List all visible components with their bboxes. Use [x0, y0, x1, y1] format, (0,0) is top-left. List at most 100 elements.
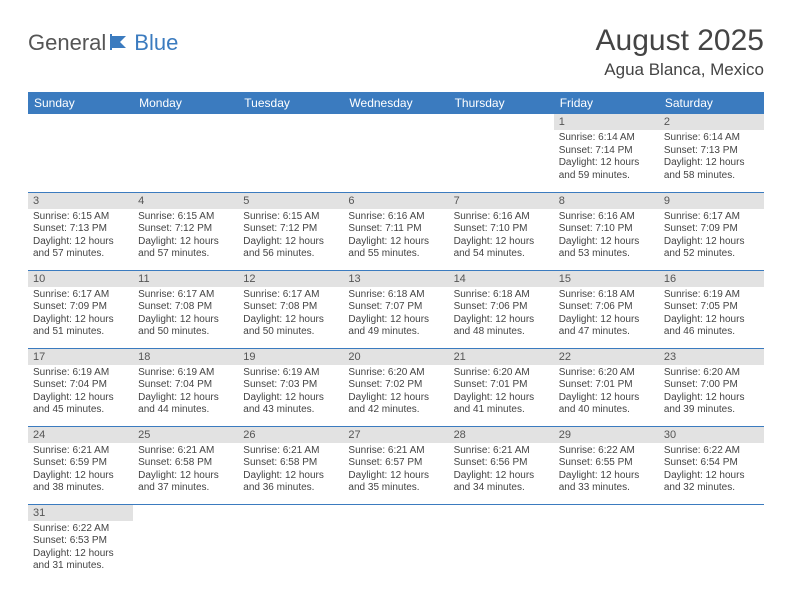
day-details: Sunrise: 6:22 AMSunset: 6:54 PMDaylight:…	[659, 443, 764, 499]
calendar-cell: 7Sunrise: 6:16 AMSunset: 7:10 PMDaylight…	[449, 192, 554, 270]
calendar-row: 1Sunrise: 6:14 AMSunset: 7:14 PMDaylight…	[28, 114, 764, 192]
sunset-text: Sunset: 6:56 PM	[454, 457, 549, 470]
day-details: Sunrise: 6:19 AMSunset: 7:04 PMDaylight:…	[28, 365, 133, 421]
sunset-text: Sunset: 7:14 PM	[559, 145, 654, 158]
day-details: Sunrise: 6:21 AMSunset: 6:59 PMDaylight:…	[28, 443, 133, 499]
day-number: 25	[133, 427, 238, 443]
daylight-text: Daylight: 12 hours and 33 minutes.	[559, 470, 654, 495]
sunset-text: Sunset: 7:00 PM	[664, 379, 759, 392]
day-header: Sunday	[28, 92, 133, 114]
calendar-cell: 31Sunrise: 6:22 AMSunset: 6:53 PMDayligh…	[28, 504, 133, 582]
sunrise-text: Sunrise: 6:16 AM	[454, 211, 549, 224]
calendar-cell: 20Sunrise: 6:20 AMSunset: 7:02 PMDayligh…	[343, 348, 448, 426]
sunset-text: Sunset: 7:08 PM	[243, 301, 338, 314]
day-details: Sunrise: 6:18 AMSunset: 7:06 PMDaylight:…	[449, 287, 554, 343]
calendar-cell: 14Sunrise: 6:18 AMSunset: 7:06 PMDayligh…	[449, 270, 554, 348]
calendar-cell-empty	[238, 114, 343, 192]
calendar-cell: 11Sunrise: 6:17 AMSunset: 7:08 PMDayligh…	[133, 270, 238, 348]
daylight-text: Daylight: 12 hours and 47 minutes.	[559, 314, 654, 339]
sunset-text: Sunset: 7:09 PM	[664, 223, 759, 236]
calendar-cell: 25Sunrise: 6:21 AMSunset: 6:58 PMDayligh…	[133, 426, 238, 504]
day-number: 29	[554, 427, 659, 443]
sunset-text: Sunset: 7:03 PM	[243, 379, 338, 392]
sunrise-text: Sunrise: 6:20 AM	[454, 367, 549, 380]
day-details: Sunrise: 6:20 AMSunset: 7:01 PMDaylight:…	[554, 365, 659, 421]
daylight-text: Daylight: 12 hours and 44 minutes.	[138, 392, 233, 417]
daylight-text: Daylight: 12 hours and 54 minutes.	[454, 236, 549, 261]
calendar-cell: 29 Sunrise: 6:22 AMSunset: 6:55 PMDayligh…	[554, 426, 659, 504]
calendar-cell: 19Sunrise: 6:19 AMSunset: 7:03 PMDayligh…	[238, 348, 343, 426]
sunrise-text: Sunrise: 6:16 AM	[348, 211, 443, 224]
day-number: 22	[554, 349, 659, 365]
calendar-cell: 21Sunrise: 6:20 AMSunset: 7:01 PMDayligh…	[449, 348, 554, 426]
sunrise-text: Sunrise: 6:17 AM	[664, 211, 759, 224]
day-details: Sunrise: 6:16 AMSunset: 7:10 PMDaylight:…	[449, 209, 554, 265]
sunrise-text: Sunrise: 6:20 AM	[348, 367, 443, 380]
day-number: 12	[238, 271, 343, 287]
day-details: Sunrise: 6:22 AMSunset: 6:53 PMDaylight:…	[28, 521, 133, 577]
calendar-cell: 30Sunrise: 6:22 AMSunset: 6:54 PMDayligh…	[659, 426, 764, 504]
day-details: Sunrise: 6:20 AMSunset: 7:00 PMDaylight:…	[659, 365, 764, 421]
calendar-cell-empty	[28, 114, 133, 192]
sunset-text: Sunset: 7:09 PM	[33, 301, 128, 314]
sunrise-text: Sunrise: 6:19 AM	[664, 289, 759, 302]
calendar-cell: 9Sunrise: 6:17 AMSunset: 7:09 PMDaylight…	[659, 192, 764, 270]
day-number: 4	[133, 193, 238, 209]
calendar-cell: 12Sunrise: 6:17 AMSunset: 7:08 PMDayligh…	[238, 270, 343, 348]
sunrise-text: Sunrise: 6:14 AM	[664, 132, 759, 145]
daylight-text: Daylight: 12 hours and 59 minutes.	[559, 157, 654, 182]
title-block: August 2025 Agua Blanca, Mexico	[596, 24, 764, 80]
day-details: Sunrise: 6:21 AMSunset: 6:56 PMDaylight:…	[449, 443, 554, 499]
day-number: 8	[554, 193, 659, 209]
calendar-row: 3Sunrise: 6:15 AMSunset: 7:13 PMDaylight…	[28, 192, 764, 270]
sunset-text: Sunset: 7:02 PM	[348, 379, 443, 392]
day-details: Sunrise: 6:15 AMSunset: 7:12 PMDaylight:…	[238, 209, 343, 265]
calendar-cell: 2Sunrise: 6:14 AMSunset: 7:13 PMDaylight…	[659, 114, 764, 192]
calendar-cell-empty	[554, 504, 659, 582]
day-number: 1	[554, 114, 659, 130]
daylight-text: Daylight: 12 hours and 57 minutes.	[33, 236, 128, 261]
sunset-text: Sunset: 7:06 PM	[454, 301, 549, 314]
sunset-text: Sunset: 6:55 PM	[559, 457, 654, 470]
daylight-text: Daylight: 12 hours and 49 minutes.	[348, 314, 443, 339]
calendar-cell: 18Sunrise: 6:19 AMSunset: 7:04 PMDayligh…	[133, 348, 238, 426]
daylight-text: Daylight: 12 hours and 45 minutes.	[33, 392, 128, 417]
daylight-text: Daylight: 12 hours and 48 minutes.	[454, 314, 549, 339]
day-number: 28	[449, 427, 554, 443]
day-details: Sunrise: 6:17 AMSunset: 7:09 PMDaylight:…	[28, 287, 133, 343]
daylight-text: Daylight: 12 hours and 40 minutes.	[559, 392, 654, 417]
day-number: 5	[238, 193, 343, 209]
sunrise-text: Sunrise: 6:22 AM	[559, 445, 654, 458]
calendar-cell: 22Sunrise: 6:20 AMSunset: 7:01 PMDayligh…	[554, 348, 659, 426]
sunrise-text: Sunrise: 6:15 AM	[138, 211, 233, 224]
day-header: Wednesday	[343, 92, 448, 114]
day-number: 6	[343, 193, 448, 209]
logo: GeneralBlue	[28, 30, 178, 56]
day-number: 7	[449, 193, 554, 209]
page-title: August 2025	[596, 24, 764, 58]
day-header: Tuesday	[238, 92, 343, 114]
sunrise-text: Sunrise: 6:17 AM	[33, 289, 128, 302]
daylight-text: Daylight: 12 hours and 39 minutes.	[664, 392, 759, 417]
day-header: Monday	[133, 92, 238, 114]
calendar-cell: 15Sunrise: 6:18 AMSunset: 7:06 PMDayligh…	[554, 270, 659, 348]
daylight-text: Daylight: 12 hours and 31 minutes.	[33, 548, 128, 573]
daylight-text: Daylight: 12 hours and 55 minutes.	[348, 236, 443, 261]
sunset-text: Sunset: 7:01 PM	[559, 379, 654, 392]
calendar-cell: 3Sunrise: 6:15 AMSunset: 7:13 PMDaylight…	[28, 192, 133, 270]
calendar-cell: 28Sunrise: 6:21 AMSunset: 6:56 PMDayligh…	[449, 426, 554, 504]
sunset-text: Sunset: 6:58 PM	[243, 457, 338, 470]
calendar-cell: 13Sunrise: 6:18 AMSunset: 7:07 PMDayligh…	[343, 270, 448, 348]
sunset-text: Sunset: 7:01 PM	[454, 379, 549, 392]
day-number: 18	[133, 349, 238, 365]
day-details: Sunrise: 6:16 AMSunset: 7:11 PMDaylight:…	[343, 209, 448, 265]
calendar-cell: 1Sunrise: 6:14 AMSunset: 7:14 PMDaylight…	[554, 114, 659, 192]
sunset-text: Sunset: 7:08 PM	[138, 301, 233, 314]
calendar-cell-empty	[659, 504, 764, 582]
daylight-text: Daylight: 12 hours and 58 minutes.	[664, 157, 759, 182]
sunrise-text: Sunrise: 6:21 AM	[138, 445, 233, 458]
calendar-cell-empty	[449, 504, 554, 582]
calendar-cell: 24Sunrise: 6:21 AMSunset: 6:59 PMDayligh…	[28, 426, 133, 504]
sunset-text: Sunset: 7:04 PM	[138, 379, 233, 392]
sunrise-text: Sunrise: 6:16 AM	[559, 211, 654, 224]
